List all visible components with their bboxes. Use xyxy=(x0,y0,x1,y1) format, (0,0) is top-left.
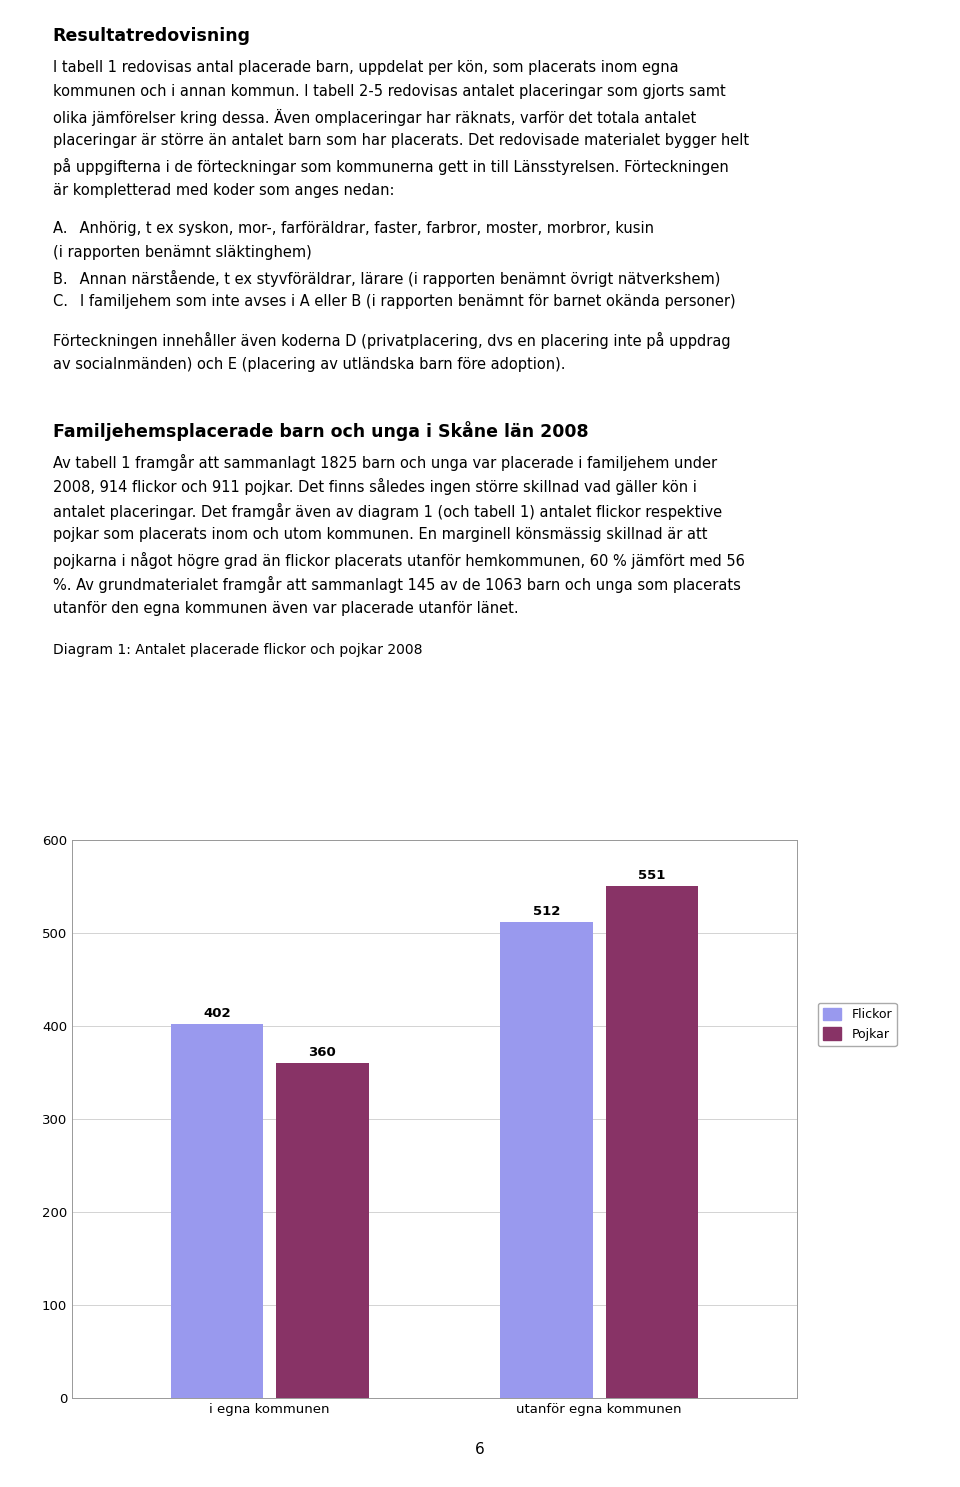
Legend: Flickor, Pojkar: Flickor, Pojkar xyxy=(818,1002,897,1045)
Text: olika jämförelser kring dessa. Även omplaceringar har räknats, varför det totala: olika jämförelser kring dessa. Även ompl… xyxy=(53,109,696,126)
Text: utanför den egna kommunen även var placerade utanför länet.: utanför den egna kommunen även var place… xyxy=(53,601,518,616)
Text: placeringar är större än antalet barn som har placerats. Det redovisade material: placeringar är större än antalet barn so… xyxy=(53,134,749,149)
Text: 360: 360 xyxy=(308,1047,336,1059)
Bar xyxy=(171,1025,263,1398)
Text: på uppgifterna i de förteckningar som kommunerna gett in till Länsstyrelsen. För: på uppgifterna i de förteckningar som ko… xyxy=(53,158,729,175)
Text: C.  I familjehem som inte avses i A eller B (i rapporten benämnt för barnet okän: C. I familjehem som inte avses i A eller… xyxy=(53,294,735,309)
Bar xyxy=(606,886,698,1398)
Text: är kompletterad med koder som anges nedan:: är kompletterad med koder som anges neda… xyxy=(53,183,395,198)
Text: Förteckningen innehåller även koderna D (privatplacering, dvs en placering inte : Förteckningen innehåller även koderna D … xyxy=(53,332,731,349)
Text: Resultatredovisning: Resultatredovisning xyxy=(53,27,251,45)
Text: 402: 402 xyxy=(204,1008,230,1020)
Text: 2008, 914 flickor och 911 pojkar. Det finns således ingen större skillnad vad gä: 2008, 914 flickor och 911 pojkar. Det fi… xyxy=(53,479,697,495)
Text: I tabell 1 redovisas antal placerade barn, uppdelat per kön, som placerats inom : I tabell 1 redovisas antal placerade bar… xyxy=(53,59,679,74)
Text: antalet placeringar. Det framgår även av diagram 1 (och tabell 1) antalet flicko: antalet placeringar. Det framgår även av… xyxy=(53,503,722,520)
Text: 551: 551 xyxy=(638,868,665,882)
Text: (i rapporten benämnt släktinghem): (i rapporten benämnt släktinghem) xyxy=(53,245,312,260)
Text: 512: 512 xyxy=(533,906,560,917)
Text: A.  Anhörig, t ex syskon, mor-, farföräldrar, faster, farbror, moster, morbror, : A. Anhörig, t ex syskon, mor-, farföräld… xyxy=(53,220,654,235)
Text: pojkar som placerats inom och utom kommunen. En marginell könsmässig skillnad är: pojkar som placerats inom och utom kommu… xyxy=(53,528,708,543)
Text: Familjehemsplacerade barn och unga i Skåne län 2008: Familjehemsplacerade barn och unga i Skå… xyxy=(53,421,588,440)
Text: Av tabell 1 framgår att sammanlagt 1825 barn och unga var placerade i familjehem: Av tabell 1 framgår att sammanlagt 1825 … xyxy=(53,454,717,471)
Text: Diagram 1: Antalet placerade flickor och pojkar 2008: Diagram 1: Antalet placerade flickor och… xyxy=(53,642,422,657)
Text: av socialnmänden) och E (placering av utländska barn före adoption).: av socialnmänden) och E (placering av ut… xyxy=(53,357,565,372)
Bar xyxy=(500,922,592,1398)
Bar xyxy=(276,1063,369,1398)
Text: B.  Annan närstående, t ex styvföräldrar, lärare (i rapporten benämnt övrigt nät: B. Annan närstående, t ex styvföräldrar,… xyxy=(53,269,720,287)
Text: %. Av grundmaterialet framgår att sammanlagt 145 av de 1063 barn och unga som pl: %. Av grundmaterialet framgår att samman… xyxy=(53,577,741,593)
Text: kommunen och i annan kommun. I tabell 2-5 redovisas antalet placeringar som gjor: kommunen och i annan kommun. I tabell 2-… xyxy=(53,85,726,100)
Text: 6: 6 xyxy=(475,1442,485,1457)
Text: pojkarna i något högre grad än flickor placerats utanför hemkommunen, 60 % jämfö: pojkarna i något högre grad än flickor p… xyxy=(53,552,745,570)
